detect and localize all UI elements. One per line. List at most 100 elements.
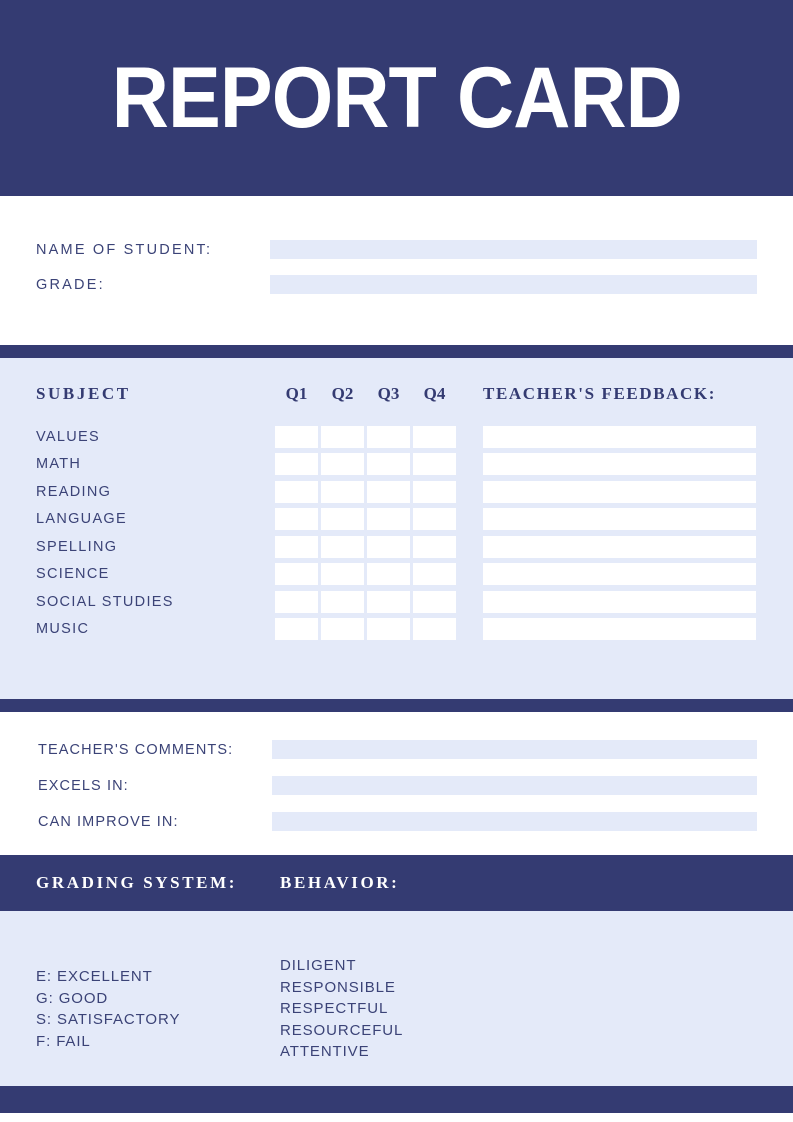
grade-cell-q4[interactable] <box>413 453 456 476</box>
student-info-section: NAME OF STUDENT: GRADE: <box>0 196 793 345</box>
feedback-cell[interactable] <box>483 535 756 558</box>
subject-label: READING <box>36 483 112 500</box>
list-item: DILIGENT <box>280 957 357 974</box>
grade-cell-q4[interactable] <box>413 618 456 641</box>
grade-cell-q4[interactable] <box>413 508 456 531</box>
grade-cell-q1[interactable] <box>275 453 318 476</box>
student-grade-row: GRADE: <box>0 275 793 294</box>
grade-cell-q3[interactable] <box>367 563 410 586</box>
list-item: ATTENTIVE <box>280 1043 370 1060</box>
grade-cell-q2[interactable] <box>321 425 364 448</box>
subject-label: VALUES <box>36 428 100 445</box>
grade-cell-q3[interactable] <box>367 480 410 503</box>
legend-body: E: EXCELLENT G: GOOD S: SATISFACTORY F: … <box>0 911 793 1086</box>
student-grade-input[interactable] <box>270 275 757 294</box>
grade-cell-q2[interactable] <box>321 453 364 476</box>
divider-above-table <box>0 345 793 358</box>
grade-cell-q4[interactable] <box>413 425 456 448</box>
grade-cell-q2[interactable] <box>321 535 364 558</box>
feedback-cell[interactable] <box>483 508 756 531</box>
can-improve-in-input[interactable] <box>272 812 757 831</box>
subject-label: SOCIAL STUDIES <box>36 593 174 610</box>
subject-table-header-row: SUBJECT Q1 Q2 Q3 Q4 TEACHER'S FEEDBACK: <box>0 384 793 404</box>
column-header-q3: Q3 <box>377 384 400 403</box>
grade-cell-q4[interactable] <box>413 563 456 586</box>
divider-below-table <box>0 699 793 712</box>
table-row: SPELLING <box>0 533 793 561</box>
feedback-cell[interactable] <box>483 480 756 503</box>
grade-cell-q1[interactable] <box>275 618 318 641</box>
feedback-cell[interactable] <box>483 618 756 641</box>
grade-cell-q3[interactable] <box>367 590 410 613</box>
report-header: REPORT CARD <box>0 0 793 196</box>
teachers-comments-row: TEACHER'S COMMENTS: <box>0 740 793 759</box>
list-item: F: FAIL <box>36 1032 91 1050</box>
grade-cell-q4[interactable] <box>413 480 456 503</box>
grade-cell-q1[interactable] <box>275 480 318 503</box>
grade-cell-q3[interactable] <box>367 453 410 476</box>
feedback-cell[interactable] <box>483 563 756 586</box>
grading-system-title: GRADING SYSTEM: <box>36 873 237 892</box>
grade-cell-q1[interactable] <box>275 535 318 558</box>
list-item: E: EXCELLENT <box>36 968 153 985</box>
page-title: REPORT CARD <box>111 50 682 146</box>
grade-cell-q1[interactable] <box>275 563 318 586</box>
can-improve-in-row: CAN IMPROVE IN: <box>0 812 793 831</box>
student-name-label: NAME OF STUDENT: <box>36 241 213 258</box>
subject-label: SPELLING <box>36 538 118 555</box>
grade-cell-q3[interactable] <box>367 535 410 558</box>
grade-cell-q1[interactable] <box>275 508 318 531</box>
column-header-q4: Q4 <box>423 384 446 403</box>
can-improve-in-label: CAN IMPROVE IN: <box>38 813 179 830</box>
table-row: READING <box>0 478 793 506</box>
grade-cell-q3[interactable] <box>367 618 410 641</box>
column-header-q1: Q1 <box>285 384 308 403</box>
teachers-comments-input[interactable] <box>272 740 757 759</box>
excels-in-input[interactable] <box>272 776 757 795</box>
behavior-list: DILIGENT RESPONSIBLE RESPECTFUL RESOURCE… <box>280 955 403 1086</box>
grade-cell-q1[interactable] <box>275 590 318 613</box>
excels-in-label: EXCELS IN: <box>38 777 129 794</box>
student-name-input[interactable] <box>270 240 757 259</box>
column-header-q2: Q2 <box>331 384 354 403</box>
table-row: MUSIC <box>0 616 793 644</box>
feedback-cell[interactable] <box>483 453 756 476</box>
table-row: LANGUAGE <box>0 506 793 534</box>
grade-cell-q3[interactable] <box>367 508 410 531</box>
excels-in-row: EXCELS IN: <box>0 776 793 795</box>
subject-label: MATH <box>36 456 82 473</box>
grade-cell-q2[interactable] <box>321 480 364 503</box>
grade-cell-q4[interactable] <box>413 590 456 613</box>
list-item: RESOURCEFUL <box>280 1021 404 1039</box>
subject-label: SCIENCE <box>36 566 110 583</box>
table-row: SOCIAL STUDIES <box>0 588 793 616</box>
grade-cell-q2[interactable] <box>321 508 364 531</box>
grade-cell-q2[interactable] <box>321 590 364 613</box>
subject-table-section: SUBJECT Q1 Q2 Q3 Q4 TEACHER'S FEEDBACK: … <box>0 358 793 699</box>
student-name-row: NAME OF STUDENT: <box>0 240 793 259</box>
subject-label: LANGUAGE <box>36 511 127 528</box>
table-row: VALUES <box>0 423 793 451</box>
subject-label: MUSIC <box>36 621 90 638</box>
feedback-cell[interactable] <box>483 590 756 613</box>
grade-cell-q3[interactable] <box>367 425 410 448</box>
comments-section: TEACHER'S COMMENTS: EXCELS IN: CAN IMPRO… <box>0 712 793 855</box>
behavior-title: BEHAVIOR: <box>280 873 400 892</box>
list-item: S: SATISFACTORY <box>36 1011 181 1028</box>
footer-band <box>0 1086 793 1113</box>
column-header-feedback: TEACHER'S FEEDBACK: <box>483 384 717 403</box>
table-row: MATH <box>0 451 793 479</box>
column-header-subject: SUBJECT <box>36 384 131 403</box>
grade-cell-q2[interactable] <box>321 563 364 586</box>
student-grade-label: GRADE: <box>36 276 105 293</box>
list-item: RESPECTFUL <box>280 1000 389 1017</box>
grade-cell-q2[interactable] <box>321 618 364 641</box>
table-row: SCIENCE <box>0 561 793 589</box>
grade-cell-q1[interactable] <box>275 425 318 448</box>
grading-system-list: E: EXCELLENT G: GOOD S: SATISFACTORY F: … <box>36 955 280 1086</box>
list-item: G: GOOD <box>36 989 109 1007</box>
feedback-cell[interactable] <box>483 425 756 448</box>
legend-header-band: GRADING SYSTEM: BEHAVIOR: <box>0 855 793 911</box>
list-item: RESPONSIBLE <box>280 978 396 996</box>
grade-cell-q4[interactable] <box>413 535 456 558</box>
